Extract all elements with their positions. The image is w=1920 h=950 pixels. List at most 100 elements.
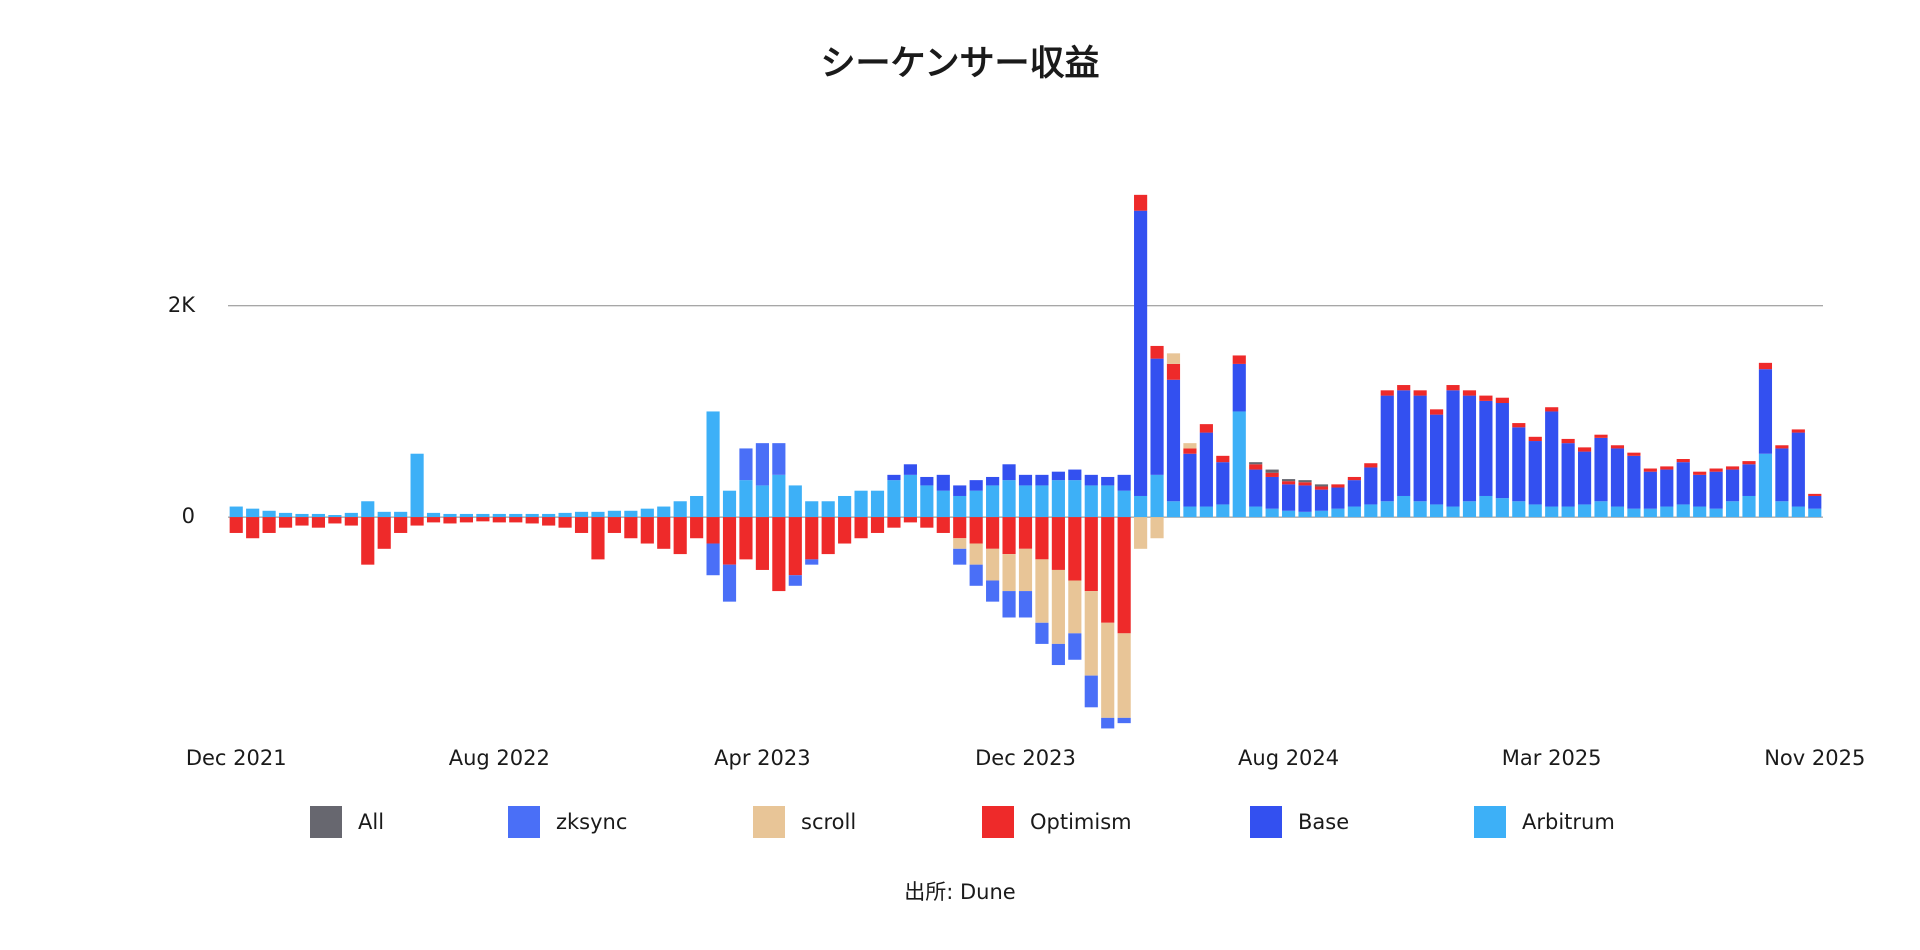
bar-segment bbox=[1249, 469, 1263, 507]
bar-segment bbox=[574, 517, 589, 533]
bar-segment bbox=[1035, 517, 1049, 560]
bar-segment bbox=[1545, 411, 1559, 507]
bar-segment bbox=[1150, 474, 1164, 518]
bar-segment bbox=[591, 511, 605, 518]
bar-segment bbox=[673, 501, 687, 518]
bar-segment bbox=[1528, 441, 1542, 505]
bar-segment bbox=[1577, 447, 1592, 452]
bar-segment bbox=[624, 510, 638, 518]
bar-segment bbox=[1183, 506, 1197, 518]
bar-segment bbox=[1397, 390, 1411, 496]
bar-segment bbox=[1331, 484, 1345, 488]
bar-segment bbox=[1594, 437, 1608, 502]
bar-segment bbox=[1380, 395, 1394, 502]
bar-segment bbox=[311, 517, 326, 528]
bar-segment bbox=[772, 443, 786, 475]
bar-segment bbox=[1364, 463, 1378, 468]
bar-segment bbox=[1101, 717, 1115, 729]
bar-segment bbox=[1002, 591, 1016, 618]
bar-segment bbox=[558, 512, 572, 518]
bar-segment bbox=[1676, 462, 1690, 505]
bar-segment bbox=[1199, 506, 1213, 518]
legend-label: All bbox=[358, 810, 384, 834]
x-tick-label: Dec 2021 bbox=[186, 746, 287, 770]
bar-segment bbox=[1709, 508, 1723, 518]
bar-segment bbox=[920, 517, 934, 528]
bar-segment bbox=[1413, 501, 1427, 518]
bar-segment bbox=[1693, 506, 1707, 518]
bar-segment bbox=[295, 517, 309, 526]
bar-segment bbox=[1693, 471, 1707, 475]
bar-segment bbox=[854, 517, 868, 539]
bar-segment bbox=[739, 517, 753, 560]
bar-segment bbox=[1495, 403, 1509, 499]
bar-segment bbox=[788, 485, 802, 518]
bar-segment bbox=[1758, 369, 1773, 454]
bar-segment bbox=[920, 476, 934, 486]
bar-segment bbox=[1364, 467, 1378, 505]
legend-label: Arbitrum bbox=[1522, 810, 1615, 834]
bar-segment bbox=[1331, 508, 1345, 518]
bar-segment bbox=[1462, 395, 1477, 502]
bar-segment bbox=[344, 517, 358, 526]
bar-segment bbox=[1643, 471, 1657, 509]
bar-segment bbox=[953, 517, 967, 539]
bar-segment bbox=[805, 559, 819, 565]
bar-segment bbox=[1545, 407, 1559, 412]
bar-segment bbox=[1462, 390, 1477, 396]
bar-segment bbox=[1775, 501, 1789, 518]
bar-segment bbox=[1495, 498, 1509, 518]
x-tick-label: Apr 2023 bbox=[714, 746, 810, 770]
bar-segment bbox=[344, 512, 358, 518]
bar-segment bbox=[443, 517, 457, 524]
bar-segment bbox=[1117, 633, 1131, 718]
bar-segment bbox=[722, 564, 737, 602]
legend-swatch bbox=[310, 806, 342, 838]
bar-segment bbox=[1183, 443, 1197, 449]
bar-segment bbox=[1101, 476, 1115, 486]
bar-segment bbox=[1314, 486, 1329, 490]
bar-segment bbox=[870, 517, 885, 533]
bar-segment bbox=[755, 485, 769, 518]
bar-segment bbox=[1758, 362, 1773, 370]
bar-segment bbox=[1117, 717, 1131, 724]
bar-segment bbox=[1068, 580, 1082, 634]
bar-segment bbox=[1709, 471, 1723, 509]
bar-segment bbox=[410, 517, 424, 526]
bar-segment bbox=[426, 517, 441, 523]
bar-segment bbox=[1150, 358, 1164, 475]
bar-segment bbox=[1512, 427, 1526, 502]
bar-segment bbox=[262, 517, 276, 533]
bar-segment bbox=[1808, 508, 1822, 518]
bar-segment bbox=[1282, 479, 1296, 482]
bar-segment bbox=[377, 511, 391, 518]
bar-segment bbox=[1232, 411, 1246, 518]
bar-segment bbox=[1380, 501, 1394, 518]
legend-swatch bbox=[753, 806, 785, 838]
bar-segment bbox=[1018, 485, 1033, 518]
bar-segment bbox=[1577, 451, 1592, 505]
bar-segment bbox=[1002, 517, 1016, 555]
bar-segment bbox=[1430, 504, 1444, 518]
bar-segment bbox=[657, 517, 671, 549]
bar-segment bbox=[1331, 487, 1345, 509]
bar-segment bbox=[1462, 501, 1477, 518]
bar-segment bbox=[986, 580, 1000, 602]
bar-segment bbox=[1577, 504, 1592, 518]
bar-segment bbox=[1643, 468, 1657, 472]
bar-segment bbox=[476, 517, 490, 522]
bar-segment bbox=[1298, 482, 1312, 486]
bar-segment bbox=[1725, 501, 1740, 518]
bar-segment bbox=[1742, 464, 1756, 496]
bar-segment bbox=[1380, 390, 1394, 396]
bar-segment bbox=[1068, 480, 1082, 518]
bar-segment bbox=[246, 508, 260, 518]
bar-segment bbox=[1002, 464, 1016, 481]
bar-segment bbox=[953, 538, 967, 549]
bar-segment bbox=[1594, 501, 1608, 518]
bar-segment bbox=[739, 448, 753, 481]
bar-segment bbox=[986, 517, 1000, 549]
bar-segment bbox=[969, 543, 983, 565]
x-tick-label: Nov 2025 bbox=[1764, 746, 1865, 770]
